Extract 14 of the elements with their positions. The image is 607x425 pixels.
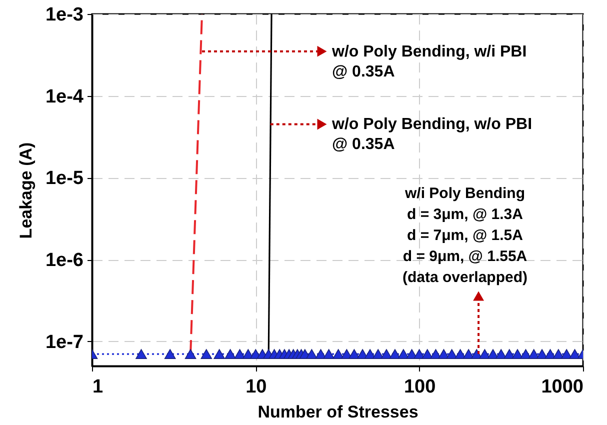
- x-tick-label: 100: [404, 376, 436, 398]
- x-tick-label: 10: [246, 376, 267, 398]
- annotation: w/o Poly Bending, w/i PBI @ 0.35A: [331, 43, 527, 80]
- y-tick-label: 1e-5: [45, 168, 84, 190]
- y-tick-label: 1e-4: [45, 86, 84, 108]
- annotation: w/o Poly Bending, w/o PBI @ 0.35A: [331, 116, 532, 154]
- annotation: w/i Poly Bending d = 3μm, @ 1.3A d = 7μm, @ 1.5A d = 9μm, @ 1.55A (data overlapped): [402, 185, 528, 286]
- x-axis-title: Number of Stresses: [258, 402, 418, 422]
- y-tick-label: 1e-7: [45, 332, 84, 353]
- x-tick-label: 1: [92, 376, 104, 398]
- x-tick-label: 1000: [541, 376, 584, 398]
- y-tick-label: 1e-3: [45, 4, 84, 26]
- y-tick-label: 1e-6: [45, 250, 84, 272]
- y-axis-title: Leakage (A): [16, 142, 36, 239]
